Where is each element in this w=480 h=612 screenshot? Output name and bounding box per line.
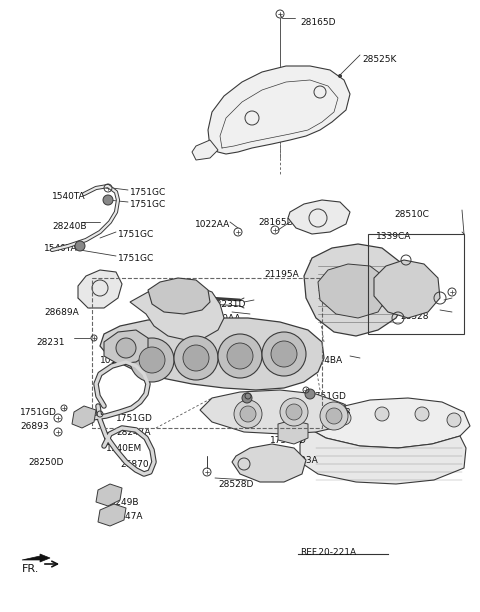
Text: 28165D: 28165D	[300, 18, 336, 27]
Circle shape	[234, 400, 262, 428]
Circle shape	[320, 402, 348, 430]
Polygon shape	[130, 286, 224, 340]
Circle shape	[218, 334, 262, 378]
Text: 1540TA: 1540TA	[52, 192, 85, 201]
Circle shape	[337, 411, 351, 425]
Circle shape	[130, 338, 174, 382]
Circle shape	[375, 407, 389, 421]
Text: 26893: 26893	[20, 422, 48, 431]
Text: 1540TA: 1540TA	[44, 244, 78, 253]
Text: 26870: 26870	[120, 460, 149, 469]
Polygon shape	[208, 66, 350, 154]
Circle shape	[240, 406, 256, 422]
Circle shape	[174, 336, 218, 380]
Polygon shape	[288, 200, 350, 234]
Polygon shape	[278, 420, 308, 444]
Circle shape	[415, 407, 429, 421]
Polygon shape	[78, 270, 122, 308]
Text: 28521A: 28521A	[255, 406, 289, 415]
Text: 1751GD: 1751GD	[116, 414, 153, 423]
Text: 1154BA: 1154BA	[308, 356, 343, 365]
Text: 28526B: 28526B	[300, 208, 335, 217]
Text: 1751GC: 1751GC	[118, 230, 154, 239]
Text: 21195A: 21195A	[264, 270, 299, 279]
Polygon shape	[374, 260, 440, 318]
Text: 28525K: 28525K	[362, 55, 396, 64]
Text: 1330AA: 1330AA	[206, 314, 241, 323]
Text: 28510C: 28510C	[394, 210, 429, 219]
Circle shape	[305, 389, 315, 399]
Circle shape	[338, 75, 341, 78]
Text: 28247A: 28247A	[108, 512, 143, 521]
Text: 1751GC: 1751GC	[118, 254, 154, 263]
Polygon shape	[22, 554, 50, 562]
Polygon shape	[72, 406, 96, 428]
Polygon shape	[232, 444, 306, 482]
Text: 26893: 26893	[322, 408, 350, 417]
Text: 28250D: 28250D	[28, 458, 63, 467]
Text: 1751GC: 1751GC	[130, 188, 166, 197]
Circle shape	[242, 393, 252, 403]
Text: FR.: FR.	[22, 564, 39, 574]
Polygon shape	[96, 484, 122, 506]
Text: 28231: 28231	[36, 338, 64, 347]
Polygon shape	[104, 330, 148, 364]
Text: 28249B: 28249B	[104, 498, 139, 507]
Circle shape	[447, 413, 461, 427]
Circle shape	[75, 241, 85, 251]
Text: 1022AA: 1022AA	[195, 220, 230, 229]
Circle shape	[286, 404, 302, 420]
Text: 1339CA: 1339CA	[376, 232, 411, 241]
Text: 1751GD: 1751GD	[270, 436, 307, 445]
Text: 1751GC: 1751GC	[130, 200, 166, 209]
Text: 28231D: 28231D	[210, 300, 245, 309]
Circle shape	[262, 332, 306, 376]
Text: 10144: 10144	[100, 356, 129, 365]
Text: 28165D: 28165D	[258, 218, 293, 227]
Text: 39400D: 39400D	[160, 288, 195, 297]
Circle shape	[183, 345, 209, 371]
Circle shape	[139, 347, 165, 373]
Polygon shape	[304, 244, 408, 336]
Polygon shape	[98, 504, 126, 526]
Text: 28260A: 28260A	[284, 420, 319, 429]
Text: 1751GD: 1751GD	[310, 392, 347, 401]
Polygon shape	[148, 278, 210, 314]
Text: 1140EM: 1140EM	[106, 444, 142, 453]
Text: 28247A: 28247A	[116, 428, 151, 437]
Polygon shape	[308, 398, 470, 448]
Text: 28528: 28528	[400, 312, 429, 321]
Text: 28528D: 28528D	[218, 480, 253, 489]
Circle shape	[271, 341, 297, 367]
Text: 28265: 28265	[400, 298, 429, 307]
Circle shape	[326, 408, 342, 424]
Circle shape	[280, 398, 308, 426]
Polygon shape	[192, 140, 218, 160]
Polygon shape	[318, 264, 388, 318]
Circle shape	[227, 343, 253, 369]
Text: REF.20-221A: REF.20-221A	[300, 548, 356, 557]
Polygon shape	[200, 390, 350, 434]
Text: 28689A: 28689A	[44, 308, 79, 317]
Circle shape	[103, 195, 113, 205]
Text: 28593A: 28593A	[283, 456, 318, 465]
Circle shape	[116, 338, 136, 358]
Polygon shape	[100, 318, 324, 390]
Polygon shape	[300, 428, 466, 484]
Text: 1751GD: 1751GD	[20, 408, 57, 417]
Text: 28240B: 28240B	[52, 222, 86, 231]
